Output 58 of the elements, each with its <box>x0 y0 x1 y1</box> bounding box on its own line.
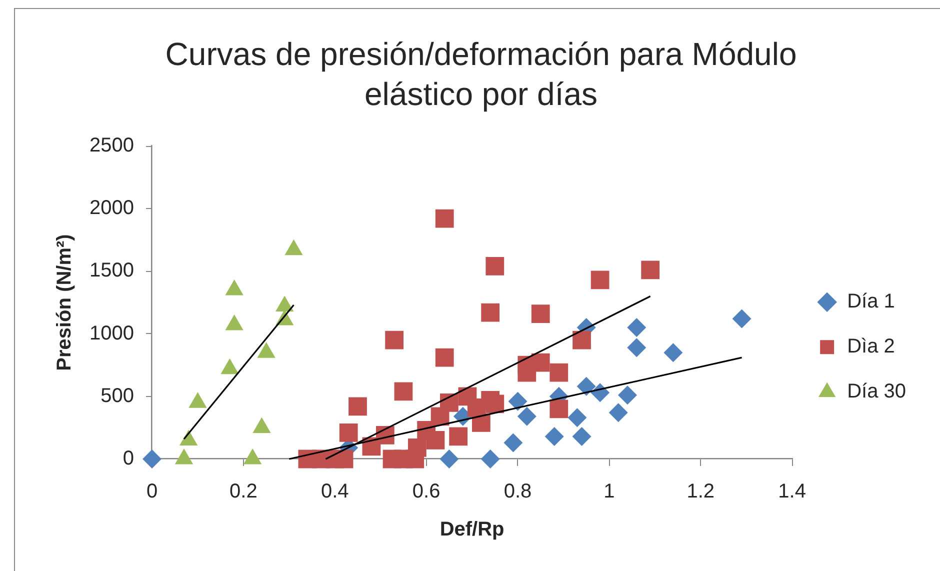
point <box>435 209 454 228</box>
y-axis-title: Presión (N/m²) <box>54 234 76 371</box>
point <box>531 304 550 323</box>
y-tick-label: 0 <box>122 448 134 470</box>
point <box>385 330 404 350</box>
point <box>334 450 354 468</box>
y-tick-label: 2000 <box>90 197 134 220</box>
point <box>472 414 490 432</box>
y-tick-label: 500 <box>100 384 134 407</box>
point <box>440 393 458 412</box>
y-tick-label: 2500 <box>90 134 134 157</box>
x-tick-label: 0.6 <box>412 480 440 503</box>
point <box>550 400 568 418</box>
point <box>590 270 610 290</box>
point <box>435 348 454 367</box>
legend-label: Dìa 2 <box>847 336 895 358</box>
point <box>618 386 637 405</box>
point <box>732 309 752 328</box>
x-tick-label: 1 <box>604 480 615 503</box>
x-tick-label: 0.4 <box>320 480 349 503</box>
point <box>348 397 367 416</box>
x-tick-label: 0 <box>146 480 158 503</box>
point <box>408 438 426 457</box>
point <box>568 408 587 428</box>
point <box>486 257 504 276</box>
point <box>449 427 468 446</box>
x-tick-label: 1.2 <box>686 480 715 503</box>
point <box>504 433 523 452</box>
point <box>394 382 413 401</box>
x-axis-title: Def/Rp <box>440 518 504 541</box>
chart-title: Curvas de presión/deformación para Módulo elástico por días <box>165 36 797 112</box>
point <box>572 426 592 446</box>
point <box>641 260 660 280</box>
point <box>142 450 162 468</box>
point <box>517 406 536 426</box>
point <box>531 353 550 372</box>
point <box>576 376 596 396</box>
x-tick-label: 0.8 <box>504 480 532 503</box>
point <box>508 392 528 411</box>
point <box>339 424 358 442</box>
point <box>480 450 500 468</box>
point <box>544 426 564 446</box>
point <box>550 363 568 382</box>
legend-label: Día 1 <box>847 290 895 313</box>
x-tick-label: 1.4 <box>778 480 806 503</box>
point <box>627 318 646 338</box>
point <box>481 303 500 322</box>
point <box>426 431 445 450</box>
point <box>627 338 646 358</box>
point <box>608 403 628 422</box>
point <box>664 343 683 362</box>
point <box>486 394 504 414</box>
y-tick-label: 1500 <box>90 260 134 282</box>
point <box>440 450 459 468</box>
y-tick-label: 1000 <box>90 322 134 344</box>
x-tick-label: 0.2 <box>230 480 258 503</box>
legend-label: Día 30 <box>847 380 906 403</box>
point <box>572 330 591 350</box>
